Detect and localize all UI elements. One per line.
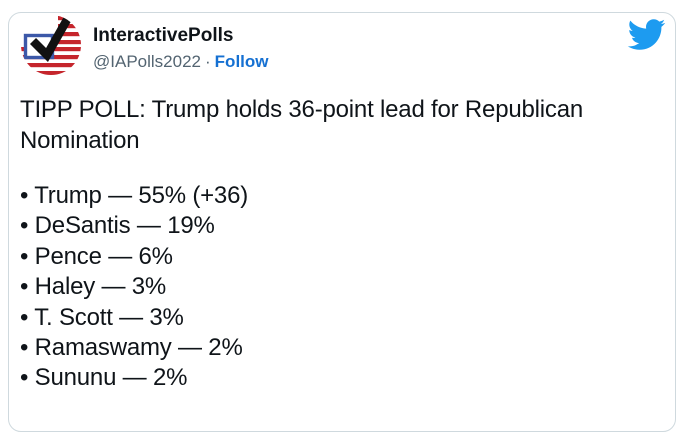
tweet-text: TIPP POLL: Trump holds 36-point lead for… — [20, 96, 584, 154]
poll-result-item: • Ramaswamy — 2% — [20, 334, 243, 362]
twitter-logo-icon[interactable] — [626, 18, 666, 51]
poll-results-list: • Trump — 55% (+36) • DeSantis — 19% • P… — [20, 181, 644, 394]
poll-result-item: • T. Scott — 3% — [20, 303, 184, 331]
tweet-card: InteractivePolls @IAPolls2022 · Follow TIP… — [8, 12, 676, 432]
poll-result-item: • Sununu — 2% — [20, 364, 188, 392]
poll-result-item: • Haley — 3% — [20, 273, 167, 301]
tweet-body: TIPP POLL: Trump holds 36-point lead for… — [20, 94, 644, 394]
avatar[interactable] — [21, 15, 81, 75]
follow-button[interactable]: Follow — [214, 52, 269, 71]
author-name[interactable]: InteractivePolls — [93, 25, 234, 46]
author-handle-row: @IAPolls2022 · Follow — [93, 51, 269, 73]
poll-result-item: • Pence — 6% — [20, 242, 173, 270]
poll-result-item: • DeSantis — 19% — [20, 212, 215, 240]
separator-dot: · — [205, 52, 211, 71]
poll-result-item: • Trump — 55% (+36) — [20, 182, 249, 209]
author-handle[interactable]: @IAPolls2022 — [93, 52, 201, 71]
ballot-checkmark-flag-icon — [21, 15, 81, 75]
